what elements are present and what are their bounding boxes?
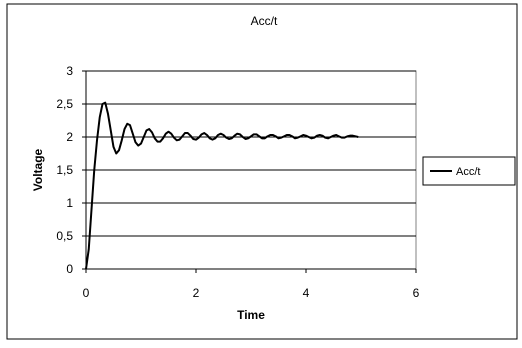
y-tick-label-3: 1,5 [56,163,73,177]
series-layer [85,101,359,270]
y-tick-label-2: 1 [66,196,73,210]
y-tick-label-6: 3 [66,64,73,78]
gridlines [86,70,416,237]
y-tick-label-5: 2,5 [56,97,73,111]
x-tick-label-0: 0 [83,286,90,300]
series-line-0 [85,101,359,270]
tick-labels: 0 0,5 1 1,5 2 2,5 3 0 2 4 6 [56,64,419,300]
legend-label: Acc/t [456,166,480,178]
y-axis-label: Voltage [31,148,45,191]
y-tick-label-0: 0 [66,262,73,276]
x-tick-label-1: 2 [193,286,200,300]
axes [82,70,417,273]
y-tick-label-4: 2 [66,130,73,144]
chart-title: Acc/t [251,14,278,28]
legend: Acc/t [422,156,516,186]
x-axis-label: Time [237,308,265,322]
y-tick-label-1: 0,5 [56,229,73,243]
x-tick-label-3: 6 [413,286,420,300]
x-tick-label-2: 4 [303,286,310,300]
